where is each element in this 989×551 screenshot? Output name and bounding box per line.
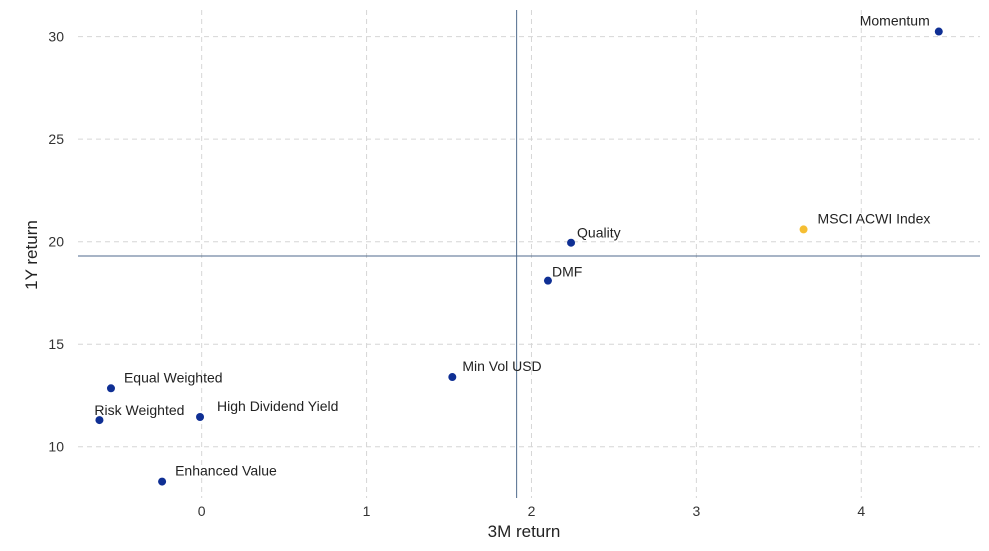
point-quality: [567, 238, 576, 247]
point-label-risk-weighted: Risk Weighted: [94, 402, 184, 418]
x-tick-label: 1: [363, 503, 371, 519]
point-high-dividend-yield: [196, 413, 205, 422]
y-tick-label: 10: [48, 439, 64, 455]
point-equal-weighted: [106, 384, 115, 393]
tick-labels: 0 1 2 3 4 10 15 20 25 30: [48, 29, 865, 519]
point-label-momentum: Momentum: [860, 13, 930, 29]
data-points: [95, 27, 943, 486]
point-label-high-dividend-yield: High Dividend Yield: [217, 398, 338, 414]
point-label-dmf: DMF: [552, 264, 582, 280]
point-dmf: [543, 276, 552, 285]
point-label-enhanced-value: Enhanced Value: [175, 463, 277, 479]
point-msci-acwi-index: [799, 225, 808, 234]
y-tick-label: 25: [48, 131, 64, 147]
x-tick-label: 3: [692, 503, 700, 519]
point-label-msci-acwi-index: MSCI ACWI Index: [818, 210, 931, 226]
reference-lines: [78, 10, 980, 498]
x-axis-title: 3M return: [488, 522, 561, 541]
point-momentum: [934, 27, 943, 36]
y-tick-label: 20: [48, 234, 64, 250]
point-label-quality: Quality: [577, 225, 621, 241]
x-tick-label: 4: [857, 503, 865, 519]
y-axis-title: 1Y return: [22, 220, 41, 290]
point-enhanced-value: [158, 477, 167, 486]
point-risk-weighted: [95, 416, 104, 425]
point-min-vol-usd: [448, 373, 457, 382]
y-tick-label: 30: [48, 29, 64, 45]
point-label-equal-weighted: Equal Weighted: [124, 369, 223, 385]
point-labels: Momentum MSCI ACWI Index Quality DMF Min Vol…: [94, 13, 930, 479]
x-tick-label: 0: [198, 503, 206, 519]
x-tick-label: 2: [528, 503, 536, 519]
point-label-min-vol-usd: Min Vol USD: [462, 358, 541, 374]
grid: [78, 10, 980, 498]
y-tick-label: 15: [48, 336, 64, 352]
